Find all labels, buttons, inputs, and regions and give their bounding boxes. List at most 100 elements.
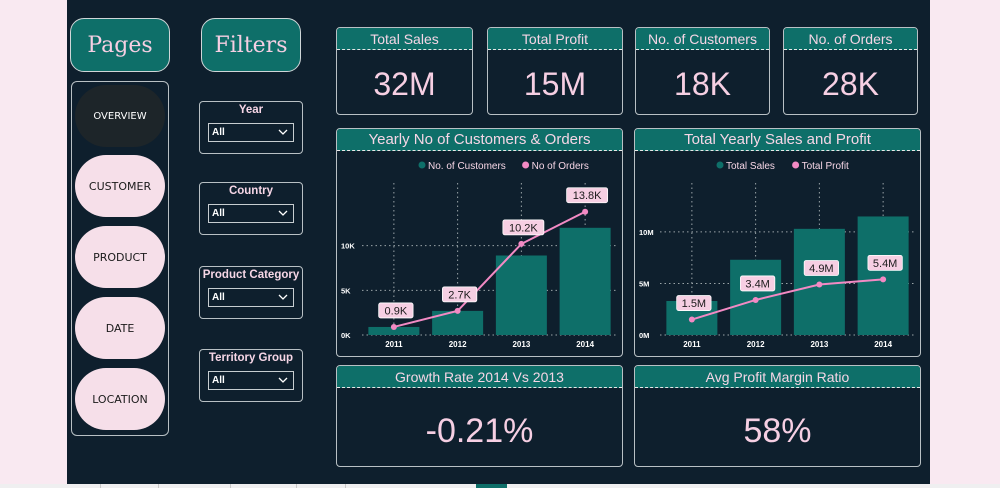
kpi-value: 58% — [743, 412, 812, 450]
country-dropdown[interactable]: All — [208, 204, 294, 223]
bar-no-of-customers-2011 — [368, 326, 420, 335]
line-point — [454, 307, 461, 314]
nav-overview-button[interactable]: OVERVIEW — [75, 85, 165, 147]
bar-no-of-customers-2013 — [495, 255, 547, 335]
bar-no-of-customers-2014 — [559, 227, 611, 335]
filters-header: Filters — [201, 18, 301, 72]
growth-rate-card: Growth Rate 2014 Vs 2013 -0.21% — [336, 365, 623, 467]
x-tick-label: 2011 — [385, 340, 403, 349]
dropdown-value: All — [212, 292, 225, 303]
data-label: 2.7K — [448, 289, 471, 301]
avg-profit-margin-card: Avg Profit Margin Ratio 58% — [634, 365, 921, 467]
kpi-value: 18K — [674, 66, 731, 102]
data-label: 13.8K — [573, 190, 602, 202]
data-label-bg — [566, 187, 609, 204]
legend-label: No of Orders — [532, 161, 589, 172]
territory-group-filter: Territory Group All — [199, 349, 303, 402]
kpi-value: -0.21% — [425, 412, 534, 450]
filter-label: Country — [228, 185, 274, 197]
data-label: 3.4M — [745, 278, 769, 290]
x-tick-label: 2012 — [449, 340, 467, 349]
kpi-title: No. of Customers — [636, 28, 769, 50]
legend-line-swatch — [792, 161, 800, 169]
legend-bar-swatch — [418, 161, 426, 169]
legend-line-swatch — [522, 161, 530, 169]
dropdown-value: All — [212, 127, 225, 138]
territory-group-dropdown[interactable]: All — [208, 371, 294, 390]
nav-location-button[interactable]: LOCATION — [75, 368, 165, 430]
active-sheet-tab[interactable] — [476, 484, 507, 488]
kpi-no-of-customers: No. of Customers 18K — [635, 27, 770, 115]
y-tick-label: 0M — [639, 331, 649, 340]
kpi-title: No. of Orders — [784, 28, 917, 50]
sales-profit-plot: Total Sales Total Profit 0M 5M 10M 2011 2012 20… — [639, 161, 915, 349]
kpi-total-sales: Total Sales 32M — [336, 27, 473, 115]
kpi-value: 15M — [523, 66, 587, 102]
kpi-title: Avg Profit Margin Ratio — [635, 366, 920, 388]
legend-label: Total Sales — [726, 161, 775, 172]
tab-divider — [230, 484, 231, 488]
kpi-title: Total Sales — [337, 28, 472, 50]
legend-label: Total Profit — [802, 161, 849, 172]
chart-title: Total Yearly Sales and Profit — [635, 129, 920, 151]
tab-divider — [345, 484, 346, 488]
data-label-bg — [502, 219, 545, 236]
chart-title: Yearly No of Customers & Orders — [337, 129, 622, 151]
line-point — [688, 316, 695, 323]
line-point — [582, 208, 589, 215]
line-total-profit — [691, 278, 884, 321]
data-label: 0.9K — [385, 305, 408, 317]
y-tick-label: 10K — [341, 242, 355, 251]
tab-divider — [296, 484, 297, 488]
year-filter: Year All — [199, 101, 303, 154]
kpi-total-profit: Total Profit 15M — [487, 27, 623, 115]
y-tick-label: 5M — [639, 279, 649, 288]
y-tick-label: 10M — [639, 228, 654, 237]
line-point — [752, 296, 759, 303]
line-no-of-orders — [393, 210, 586, 328]
nav-date-button[interactable]: DATE — [75, 297, 165, 359]
kpi-no-of-orders: No. of Orders 28K — [783, 27, 918, 115]
customers-orders-plot: No. of Customers No of Orders 0K 5K 10K 2011 2… — [341, 161, 617, 349]
x-tick-label: 2011 — [683, 340, 701, 349]
line-point — [816, 281, 823, 288]
tab-divider — [100, 484, 101, 488]
dashboard-canvas: Pages Filters OVERVIEW CUSTOMER PRODUCT … — [67, 0, 930, 484]
kpi-title: Total Profit — [488, 28, 622, 50]
nav-product-button[interactable]: PRODUCT — [75, 226, 165, 288]
kpi-value: 28K — [822, 66, 879, 102]
data-label-bg — [867, 254, 903, 271]
y-tick-label: 5K — [341, 286, 351, 295]
data-label: 1.5M — [682, 298, 706, 310]
kpi-title: Growth Rate 2014 Vs 2013 — [337, 366, 622, 388]
sales-profit-chart: Total Yearly Sales and Profit Total Sale… — [634, 128, 921, 357]
chart-legend: No. of Customers No of Orders — [418, 161, 589, 172]
chart-legend: Total Sales Total Profit — [716, 161, 849, 172]
x-tick-label: 2014 — [874, 340, 892, 349]
line-point — [518, 240, 525, 247]
year-dropdown[interactable]: All — [208, 123, 294, 142]
pages-header: Pages — [70, 18, 170, 72]
nav-customer-button[interactable]: CUSTOMER — [75, 155, 165, 217]
filter-label: Product Category — [202, 269, 300, 281]
data-label: 10.2K — [509, 222, 538, 234]
product-category-filter: Product Category All — [199, 266, 303, 319]
data-label-bg — [676, 295, 712, 311]
chevron-down-icon — [278, 377, 288, 383]
customers-orders-chart: Yearly No of Customers & Orders No. of C… — [336, 128, 623, 357]
legend-bar-swatch — [716, 161, 724, 169]
filter-label: Territory Group — [208, 352, 294, 364]
filter-label: Year — [238, 104, 264, 116]
data-label-bg — [740, 275, 776, 292]
sheet-tab-strip — [0, 484, 1000, 488]
data-label-bg — [803, 260, 839, 276]
page-navigation: OVERVIEW CUSTOMER PRODUCT DATE LOCATION — [71, 81, 169, 436]
line-point — [880, 276, 887, 283]
data-label: 5.4M — [873, 258, 897, 270]
tab-divider — [158, 484, 159, 488]
chevron-down-icon — [278, 294, 288, 300]
dropdown-value: All — [212, 375, 225, 386]
y-tick-label: 0K — [341, 331, 351, 340]
product-category-dropdown[interactable]: All — [208, 288, 294, 307]
country-filter: Country All — [199, 182, 303, 235]
